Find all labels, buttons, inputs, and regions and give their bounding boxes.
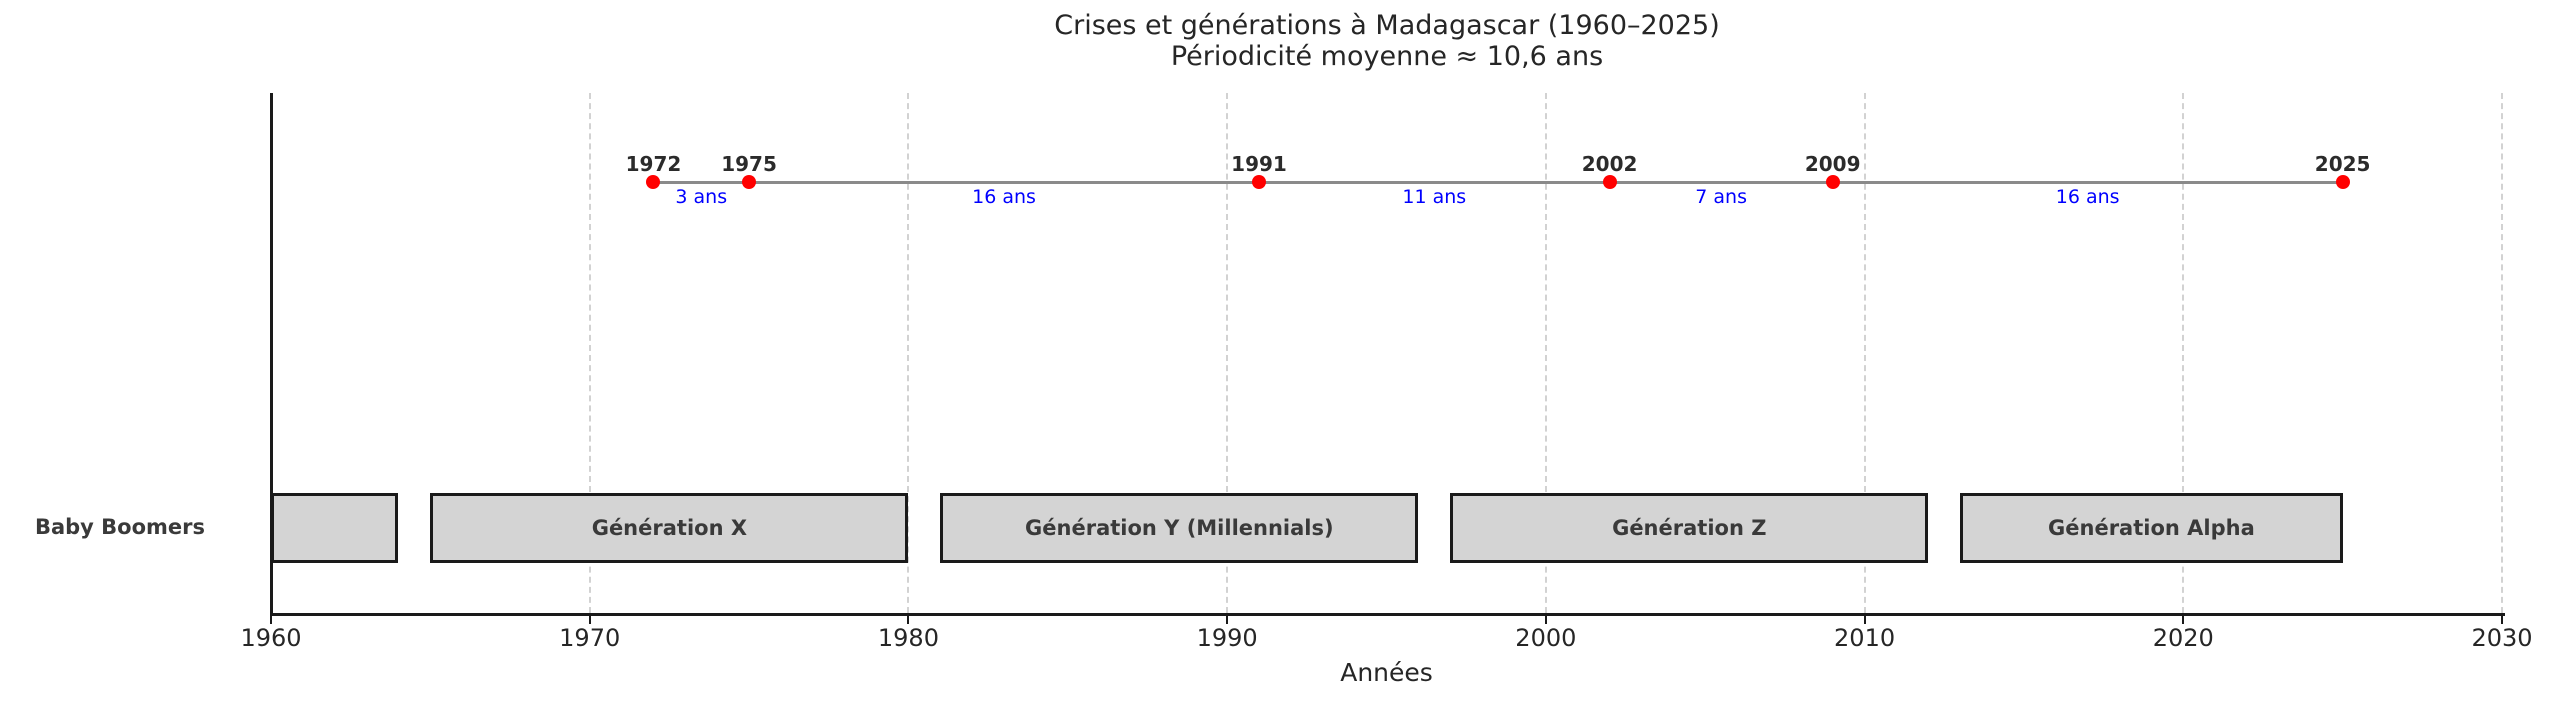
interval-label-2: 11 ans [1402, 186, 1467, 208]
crisis-dot-1975 [742, 175, 757, 189]
crisis-dot-2025 [2335, 175, 2350, 189]
crisis-year-label-2025: 2025 [2314, 152, 2371, 176]
x-tick-1960 [270, 616, 272, 624]
x-tick-2020 [2182, 616, 2185, 624]
chart-subtitle: Périodicité moyenne ≈ 10,6 ans [1170, 41, 1604, 72]
x-tick-label-2000: 2000 [1515, 624, 1577, 652]
gridline-2020 [2182, 93, 2185, 613]
generation-outside-label-0: Baby Boomers [34, 515, 205, 539]
gridline-1980 [907, 93, 910, 613]
gridline-1970 [588, 93, 591, 613]
interval-label-4: 16 ans [2055, 186, 2120, 208]
x-axis-spine [270, 613, 2505, 616]
gridline-1990 [1226, 93, 1229, 613]
interval-label-3: 7 ans [1695, 186, 1747, 208]
generation-bar-label-3: Génération Z [1612, 516, 1767, 540]
crisis-dot-1991 [1252, 175, 1266, 189]
crisis-year-label-2002: 2002 [1581, 152, 1638, 176]
crisis-year-label-1991: 1991 [1231, 152, 1287, 176]
crisis-timeline-line [653, 181, 2343, 184]
generation-bar-3: Génération Z [1450, 493, 1929, 563]
generation-bar-label-4: Génération Alpha [2048, 516, 2255, 540]
crisis-year-label-1975: 1975 [721, 152, 777, 176]
gridline-2030 [2501, 93, 2503, 613]
x-tick-label-2030: 2030 [2471, 624, 2533, 652]
chart-title: Crises et générations à Madagascar (1960… [1054, 10, 1720, 41]
x-tick-1980 [907, 616, 910, 624]
generation-bar-label-2: Génération Y (Millennials) [1025, 516, 1334, 540]
crisis-dot-1972 [646, 175, 661, 189]
x-tick-label-1990: 1990 [1196, 624, 1258, 652]
interval-label-0: 3 ans [675, 186, 728, 208]
crisis-dot-2009 [1825, 175, 1840, 189]
x-tick-2030 [2501, 616, 2503, 624]
generation-bar-0 [271, 493, 399, 563]
crisis-dot-2002 [1602, 175, 1617, 189]
chart-title-block: Crises et générations à Madagascar (1960… [1054, 10, 1720, 72]
x-tick-2000 [1544, 616, 1547, 624]
x-tick-1970 [588, 616, 591, 624]
x-tick-label-1960: 1960 [240, 624, 302, 652]
crisis-year-label-2009: 2009 [1804, 152, 1861, 176]
y-axis-spine [270, 93, 273, 613]
gridline-2010 [1863, 93, 1866, 613]
x-tick-label-1980: 1980 [877, 624, 939, 652]
x-tick-1990 [1226, 616, 1229, 624]
x-tick-label-2010: 2010 [1834, 624, 1896, 652]
generation-bar-1: Génération X [430, 493, 909, 563]
x-tick-label-1970: 1970 [559, 624, 621, 652]
generation-bar-2: Génération Y (Millennials) [940, 493, 1419, 563]
generation-bar-label-1: Génération X [591, 516, 748, 540]
x-tick-label-2020: 2020 [2152, 624, 2214, 652]
crisis-year-label-1972: 1972 [625, 152, 682, 176]
generation-bar-4: Génération Alpha [1960, 493, 2343, 563]
x-axis-label: Années [1340, 658, 1433, 687]
interval-label-1: 16 ans [972, 186, 1036, 208]
gridline-2000 [1544, 93, 1547, 613]
x-tick-2010 [1863, 616, 1866, 624]
